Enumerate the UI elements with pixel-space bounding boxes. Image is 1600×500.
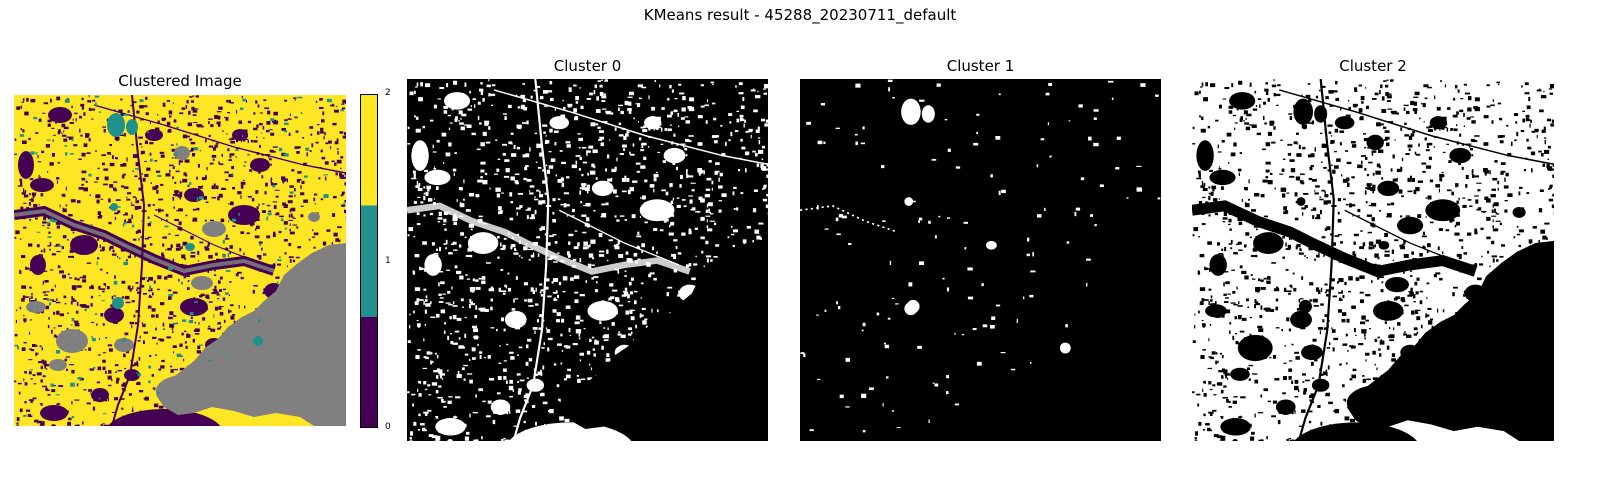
cluster-0-regions [407, 79, 768, 441]
colorbar-tick-label-0: 0 [385, 422, 391, 432]
colorbar-tick-label-1: 1 [385, 256, 391, 266]
cluster-2-panel [1192, 79, 1554, 441]
clustered-image-heatmap [14, 95, 346, 426]
cluster-2-mask [1192, 79, 1554, 441]
cluster-1-mask [800, 79, 1161, 433]
cluster-1-panel [800, 79, 1161, 441]
colorbar [360, 94, 378, 428]
colorbar-segment-1 [360, 205, 378, 317]
colorbar-bar [360, 94, 378, 428]
colorbar-tick-label-2: 2 [385, 88, 391, 98]
colorbar-segment-2 [360, 94, 378, 206]
figure-suptitle: KMeans result - 45288_20230711_default [643, 6, 957, 24]
clustered-image-title: Clustered Image [118, 72, 242, 90]
cluster-0-panel [407, 79, 768, 441]
clustered-image-panel [14, 95, 346, 426]
cluster-2-title: Cluster 2 [1339, 57, 1407, 75]
cluster-0-title: Cluster 0 [553, 57, 622, 75]
cluster-1-regions [800, 79, 1161, 433]
colorbar-segment-0 [360, 316, 378, 428]
cluster-1-title: Cluster 1 [946, 57, 1015, 75]
cluster-0-mask [407, 79, 768, 441]
cluster-2-regions [1192, 79, 1554, 441]
clustered-image-regions [14, 95, 346, 426]
